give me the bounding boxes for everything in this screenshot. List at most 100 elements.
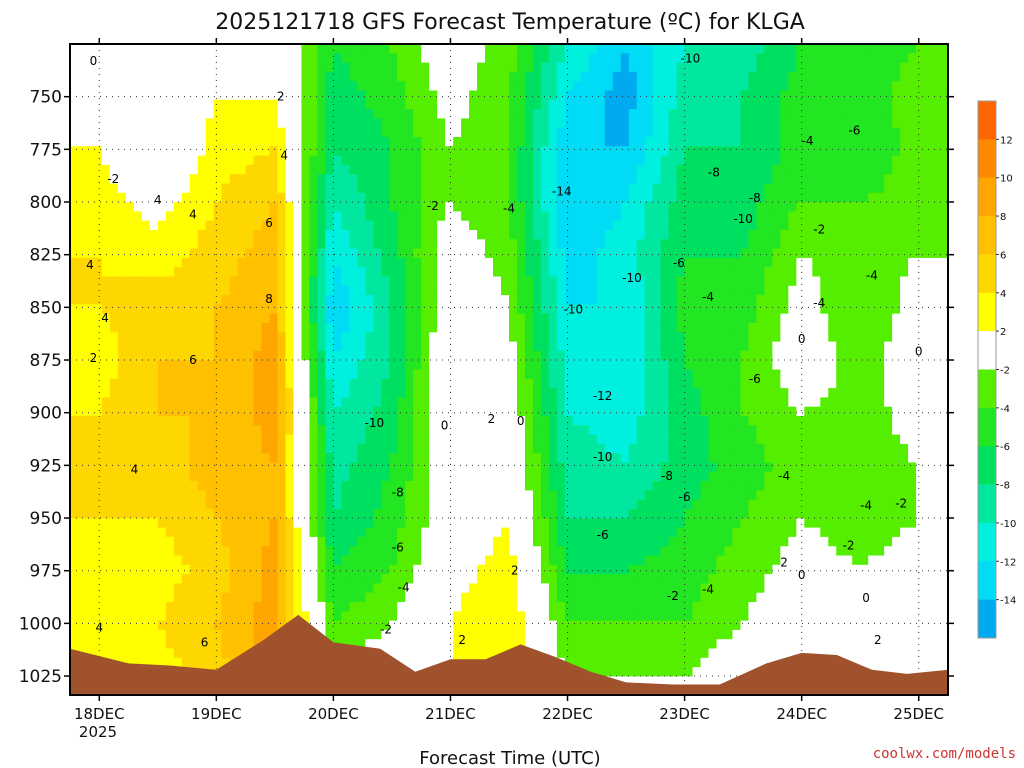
temp-cell xyxy=(150,435,159,445)
temp-cell xyxy=(541,351,550,361)
temp-cell xyxy=(142,258,151,268)
temp-cell xyxy=(605,258,614,268)
temp-cell xyxy=(301,332,310,342)
temp-cell xyxy=(525,472,534,482)
temp-cell xyxy=(134,146,143,156)
temp-cell xyxy=(629,165,638,175)
temp-cell xyxy=(597,490,606,500)
temp-cell xyxy=(126,602,135,612)
temp-cell xyxy=(613,44,622,54)
temp-cell xyxy=(325,435,334,445)
temp-cell xyxy=(637,165,646,175)
temp-cell xyxy=(182,91,191,101)
temp-cell xyxy=(262,444,271,454)
temp-cell xyxy=(541,621,550,631)
temp-cell xyxy=(309,91,318,101)
temp-cell xyxy=(118,565,127,575)
temp-cell xyxy=(238,193,247,203)
temp-cell xyxy=(525,490,534,500)
temp-cell xyxy=(581,239,590,249)
temp-cell xyxy=(333,388,342,398)
temp-cell xyxy=(597,156,606,166)
temp-cell xyxy=(541,118,550,128)
temp-cell xyxy=(621,230,630,240)
temp-cell xyxy=(557,332,566,342)
temp-cell xyxy=(525,91,534,101)
temp-cell xyxy=(469,211,478,221)
temp-cell xyxy=(525,463,534,473)
temp-cell xyxy=(301,565,310,575)
temp-cell xyxy=(246,583,255,593)
temp-cell xyxy=(206,332,215,342)
temp-cell xyxy=(317,230,326,240)
temp-cell xyxy=(381,509,390,519)
temp-cell xyxy=(381,146,390,156)
temp-cell xyxy=(597,118,606,128)
temp-cell xyxy=(573,221,582,231)
temp-cell xyxy=(182,128,191,138)
temp-cell xyxy=(389,425,398,435)
temp-cell xyxy=(214,193,223,203)
temp-cell xyxy=(461,118,470,128)
temp-cell xyxy=(445,174,454,184)
temp-cell xyxy=(493,314,502,324)
temp-cell xyxy=(309,249,318,259)
temp-cell xyxy=(333,63,342,73)
temp-cell xyxy=(557,249,566,259)
temp-cell xyxy=(437,100,446,110)
temp-cell xyxy=(397,444,406,454)
temp-cell xyxy=(317,444,326,454)
temp-cell xyxy=(373,556,382,566)
temp-cell xyxy=(445,304,454,314)
temp-cell xyxy=(469,649,478,659)
temp-cell xyxy=(158,621,167,631)
temp-cell xyxy=(373,118,382,128)
temp-cell xyxy=(573,323,582,333)
temp-cell xyxy=(317,518,326,528)
temp-cell xyxy=(413,583,422,593)
temp-cell xyxy=(309,137,318,147)
temp-cell xyxy=(317,425,326,435)
temp-cell xyxy=(357,509,366,519)
temp-cell xyxy=(501,621,510,631)
temp-cell xyxy=(70,397,79,407)
temp-cell xyxy=(349,528,358,538)
temp-cell xyxy=(286,537,295,547)
temp-cell xyxy=(525,370,534,380)
temp-cell xyxy=(134,481,143,491)
temp-cell xyxy=(190,602,199,612)
temp-cell xyxy=(142,239,151,249)
temp-cell xyxy=(573,211,582,221)
temp-cell xyxy=(509,146,518,156)
temp-cell xyxy=(278,463,287,473)
temp-cell xyxy=(533,258,542,268)
temp-cell xyxy=(341,156,350,166)
temp-cell xyxy=(525,351,534,361)
temp-cell xyxy=(597,342,606,352)
temp-cell xyxy=(453,556,462,566)
temp-cell xyxy=(621,658,630,668)
temp-cell xyxy=(222,593,231,603)
temp-cell xyxy=(174,72,183,82)
temp-cell xyxy=(317,407,326,417)
temp-cell xyxy=(589,63,598,73)
temp-cell xyxy=(349,332,358,342)
temp-cell xyxy=(557,342,566,352)
temp-cell xyxy=(445,370,454,380)
temp-cell xyxy=(437,463,446,473)
temp-cell xyxy=(565,602,574,612)
temp-cell xyxy=(325,621,334,631)
temp-cell xyxy=(70,286,79,296)
temp-cell xyxy=(238,314,247,324)
temp-cell xyxy=(262,360,271,370)
temp-cell xyxy=(190,565,199,575)
temp-cell xyxy=(190,388,199,398)
temp-cell xyxy=(349,509,358,519)
temp-cell xyxy=(597,435,606,445)
temp-cell xyxy=(190,267,199,277)
temp-cell xyxy=(126,509,135,519)
temp-cell xyxy=(541,453,550,463)
temp-cell xyxy=(238,583,247,593)
temp-cell xyxy=(421,91,430,101)
temp-cell xyxy=(453,649,462,659)
